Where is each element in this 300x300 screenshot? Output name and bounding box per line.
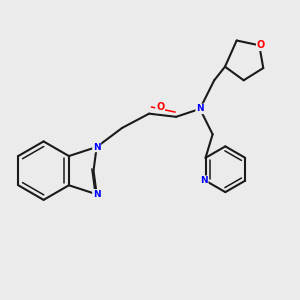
Text: N: N bbox=[93, 142, 100, 152]
Text: O: O bbox=[257, 40, 265, 50]
Text: O: O bbox=[156, 102, 164, 112]
Text: N: N bbox=[93, 190, 100, 199]
Text: N: N bbox=[196, 104, 204, 113]
Text: N: N bbox=[200, 176, 208, 185]
